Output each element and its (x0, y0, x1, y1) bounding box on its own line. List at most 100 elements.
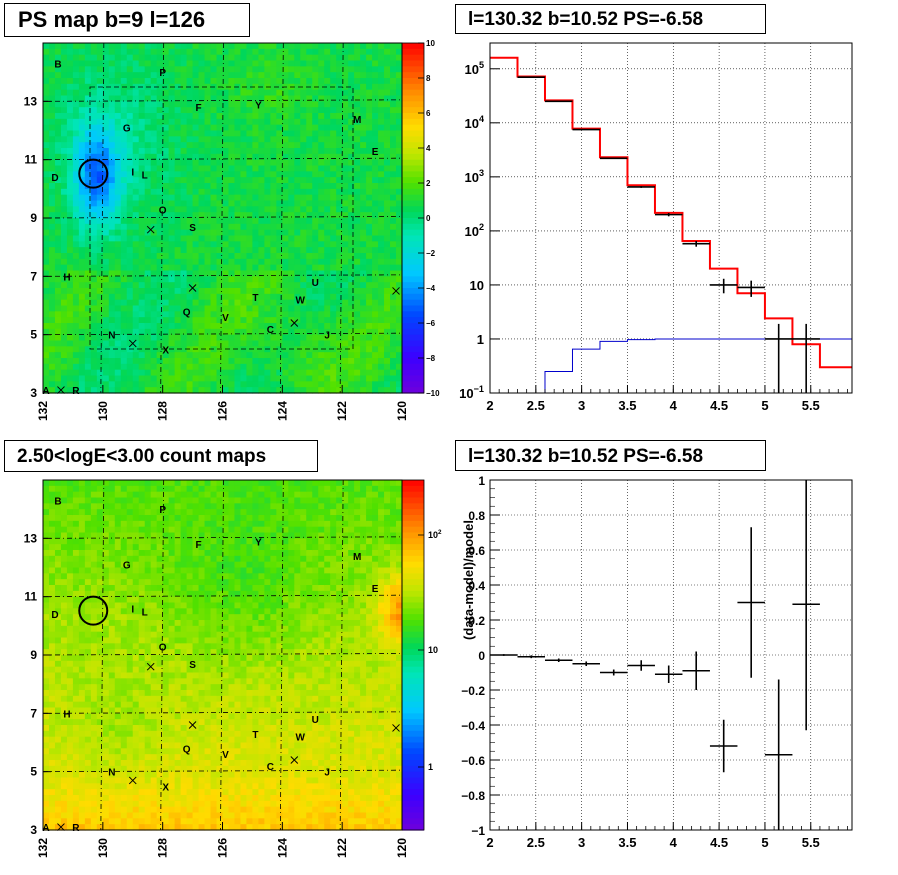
map_count-gridline-l (220, 479, 224, 831)
map_count-source-label: A (42, 823, 49, 834)
map_ps-source-label: X (162, 345, 169, 356)
map_count-ytick-label: 9 (30, 648, 37, 662)
spectrum-model (490, 56, 852, 369)
map_count-cross-marker (290, 756, 299, 764)
residual-ytick-label: 0.8 (468, 509, 485, 523)
spectrum-plot-area (490, 56, 852, 393)
spectrum-xtick-label: 2 (486, 398, 493, 413)
spectrum-ytick-label: 104 (464, 114, 484, 131)
map_count-source-label: N (108, 768, 115, 779)
map_count-source-label: H (63, 709, 70, 720)
map_count-cross-marker (392, 724, 400, 732)
map_ps-colorbar-label: −10 (426, 389, 440, 398)
map_count-xtick-label: 128 (156, 838, 170, 858)
spectrum-ytick-label: 10−1 (459, 384, 484, 401)
map_ps-colorbar-label: −6 (426, 319, 436, 328)
map_ps-ytick-label: 9 (30, 211, 37, 225)
residual-xtick-label: 2 (486, 835, 493, 850)
map_ps-cross-marker (188, 284, 197, 292)
map_ps-ytick-label: 5 (30, 328, 37, 342)
map_count-gridline-l (160, 479, 165, 831)
map_ps-colorbar-label: 0 (426, 214, 431, 223)
residual-xtick-label: 4 (670, 835, 678, 850)
spectrum-xtick-label: 4 (670, 398, 678, 413)
spectrum-xtick-label: 4.5 (710, 398, 728, 413)
map_ps-colorbar-label: −2 (426, 249, 436, 258)
map_count-ytick-label: 5 (30, 765, 37, 779)
map_count-xtick-label: 132 (36, 838, 50, 858)
ps-map-title: PS map b=9 l=126 (4, 3, 250, 37)
map_ps-source-label: Q (183, 307, 191, 318)
residual-plot-area (490, 480, 820, 830)
spectrum-background-model (544, 338, 852, 393)
map_count-colorbar-label: 102 (428, 529, 442, 540)
map_ps-gridline-l (160, 42, 165, 394)
map_count-cross-marker (128, 776, 137, 785)
residual-xtick-label: 4.5 (710, 835, 728, 850)
map_count-source-label: E (372, 584, 379, 595)
map_ps-source-label: H (63, 272, 70, 283)
spectrum-title: l=130.32 b=10.52 PS=-6.58 (455, 4, 766, 34)
spectrum-ytick-label: 10 (470, 278, 484, 293)
map_count-xtick-label: 124 (275, 838, 289, 858)
residual-xtick-label: 5 (761, 835, 768, 850)
map_count-colorbar-label: 1 (428, 762, 433, 772)
count-map-title: 2.50<logE<3.00 count maps (4, 440, 318, 472)
map_ps-source-label: O (159, 205, 167, 216)
map_count-xtick-label: 122 (335, 838, 349, 858)
map_ps-source-label: V (222, 313, 229, 324)
spectrum-ytick-label: 1 (477, 332, 484, 347)
residual-xtick-label: 5.5 (802, 835, 820, 850)
map_count-ytick-label: 7 (30, 706, 37, 720)
map_count-source-label: P (159, 505, 166, 516)
map_ps-source-label: D (51, 173, 58, 184)
map_count-source-label: W (296, 733, 306, 744)
map_count-cross-marker (57, 823, 65, 831)
map_count-source-label: O (159, 642, 167, 653)
map_ps-source-label: I (131, 167, 134, 178)
spectrum-xtick-label: 5 (761, 398, 768, 413)
spectrum-ytick-label: 102 (464, 222, 484, 239)
map_count-source-label: C (267, 762, 274, 773)
map_ps-xtick-label: 126 (216, 401, 230, 421)
map_ps-gridline-l (100, 42, 105, 394)
map_count-source-label: F (196, 540, 202, 551)
map_ps-cross-marker (392, 287, 400, 295)
map_count-cross-marker (146, 662, 155, 671)
map_ps-gridline-l (220, 42, 224, 394)
residual-ylabel: (data-model)/model (461, 520, 476, 640)
map_ps-source-label: L (142, 170, 148, 181)
map_ps-colorbar-label: −4 (426, 284, 436, 293)
map_ps-ytick-label: 3 (30, 386, 37, 400)
map_count-source-label: B (54, 496, 61, 507)
map_count-source-label: M (353, 552, 361, 563)
map_ps-cross-marker (146, 225, 155, 234)
map_count-ytick-label: 11 (24, 590, 37, 604)
map_count-source-label: V (222, 750, 229, 761)
map_count-xtick-label: 130 (96, 838, 110, 858)
map_ps-ytick-label: 11 (24, 153, 37, 167)
map_count-source-label: S (189, 660, 196, 671)
map_ps-colorbar-label: 8 (426, 74, 431, 83)
map_count-source-label: L (142, 607, 148, 618)
residual-ytick-label: 0.2 (468, 614, 485, 628)
map_count-heatmap (43, 480, 424, 831)
map_count-source-label: T (252, 730, 258, 741)
map_ps-xtick-label: 122 (335, 401, 349, 421)
map_count-source-label: Y (255, 537, 262, 548)
map_ps-cross-marker (128, 339, 137, 348)
map_ps-source-label: M (353, 115, 361, 126)
map_ps-source-label: A (42, 386, 49, 397)
map_ps-source-label: B (54, 59, 61, 70)
map_ps-colorbar-label: 4 (426, 144, 431, 153)
map_count-source-label: X (162, 782, 169, 793)
map_count-colorbar-label: 10 (428, 645, 438, 655)
map_ps-source-label: E (372, 147, 379, 158)
residual-xtick-label: 3 (578, 835, 585, 850)
map_ps-source-label: W (296, 296, 306, 307)
map_ps-source-label: T (252, 293, 258, 304)
map_ps-heatmap (43, 43, 424, 394)
spectrum-xtick-label: 3 (578, 398, 585, 413)
map_ps-source-label: J (324, 331, 330, 342)
map_ps-source-label: F (196, 103, 202, 114)
